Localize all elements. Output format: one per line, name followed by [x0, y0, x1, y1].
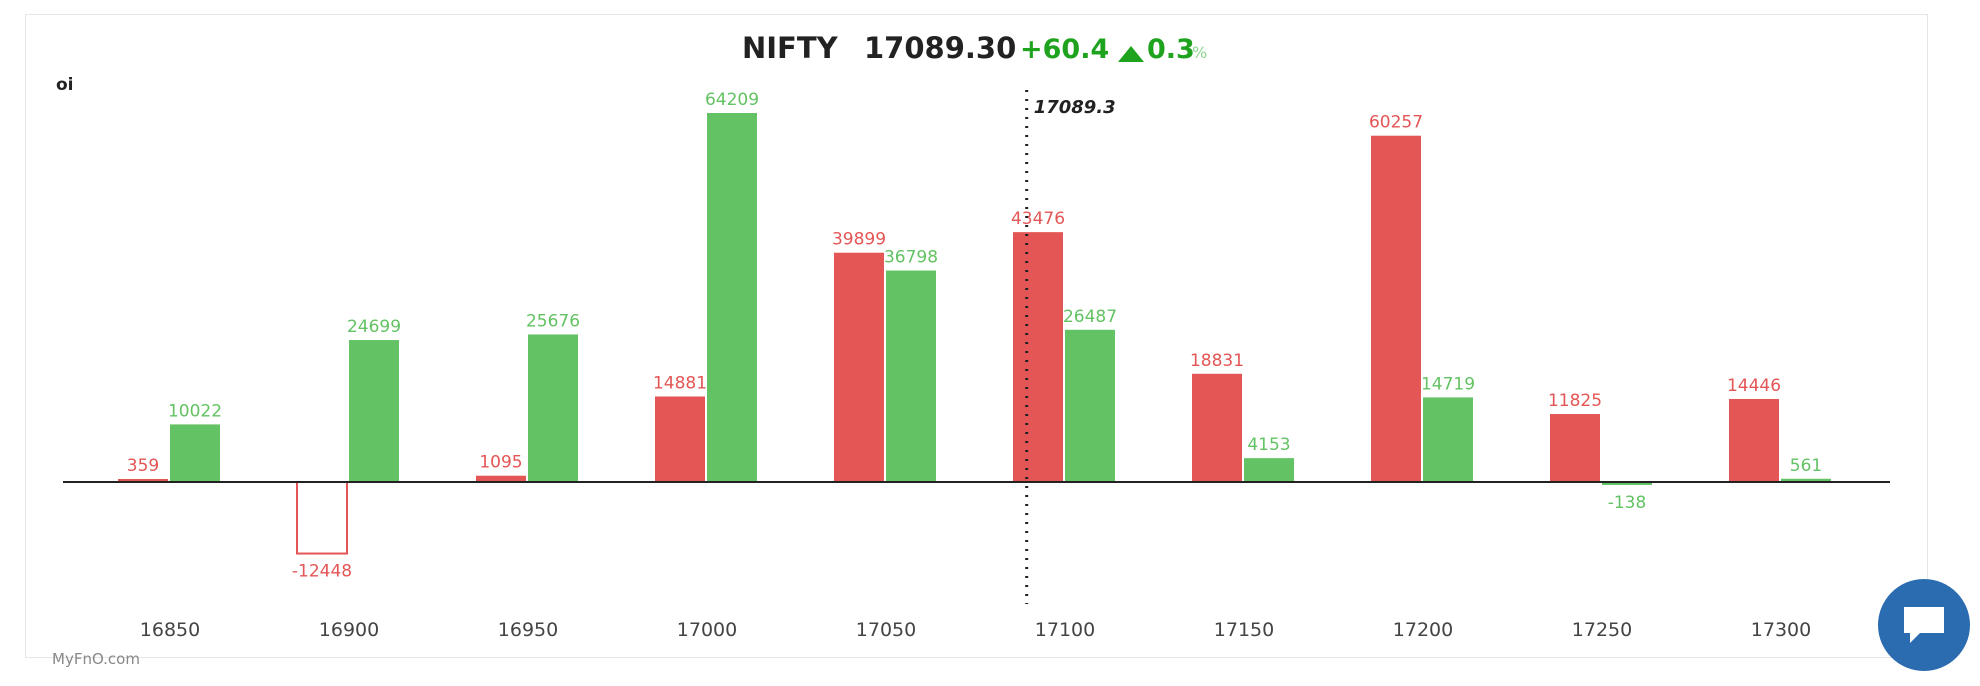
red-value-label: 18831	[1190, 351, 1244, 371]
green-value-label: 10022	[168, 401, 222, 421]
red-bar	[296, 481, 348, 555]
brand-watermark: MyFnO.com	[52, 650, 140, 668]
x-tick-label: 17300	[1751, 619, 1811, 641]
price-label: 17089.30	[864, 31, 1016, 65]
chart-frame	[25, 14, 1928, 658]
red-bar	[834, 252, 884, 482]
green-bar	[528, 334, 578, 482]
x-tick-labels-group: 16850 16900 16950 17000 17050 17100 17150 17200…	[140, 619, 1811, 641]
green-bar	[1065, 329, 1115, 482]
red-value-label: -12448	[292, 562, 352, 582]
red-bar	[1013, 232, 1063, 482]
red-value-label: 14446	[1727, 376, 1781, 396]
x-tick-label: 16900	[319, 619, 379, 641]
x-tick-label: 17150	[1214, 619, 1274, 641]
spot-price-label: 17089.3	[1034, 97, 1116, 118]
green-value-label: -138	[1608, 493, 1647, 513]
value-labels-group: 359 10022 -12448 24699 1095 25676 14881 64209 39…	[127, 90, 1822, 582]
red-bar	[1550, 414, 1600, 482]
red-value-label: 11825	[1548, 391, 1602, 411]
green-value-label: 36798	[884, 248, 938, 268]
red-value-label: 359	[127, 456, 159, 476]
x-tick-label: 17050	[856, 619, 916, 641]
x-tick-label: 17200	[1393, 619, 1453, 641]
red-value-label: 60257	[1369, 113, 1423, 133]
symbol-label: NIFTY	[742, 31, 839, 65]
green-value-label: 25676	[526, 311, 580, 331]
up-arrow-icon	[1118, 46, 1144, 62]
bars-group	[118, 113, 1831, 555]
red-value-label: 43476	[1011, 209, 1065, 229]
red-value-label: 14881	[653, 373, 707, 393]
red-bar	[655, 396, 705, 482]
percent-sign: %	[1192, 43, 1207, 62]
green-bar	[170, 424, 220, 482]
chart-header: NIFTY 17089.30 +60.4 0.3 %	[742, 31, 1207, 65]
green-bar	[1244, 458, 1294, 482]
green-value-label: 561	[1790, 456, 1822, 476]
red-value-label: 39899	[832, 230, 886, 250]
red-bar	[1192, 373, 1242, 482]
chat-bubble-icon	[1904, 607, 1944, 643]
red-bar	[476, 475, 526, 482]
green-bar	[349, 340, 399, 482]
x-tick-label: 17000	[677, 619, 737, 641]
green-value-label: 24699	[347, 317, 401, 337]
red-bar	[1729, 398, 1779, 482]
green-value-label: 64209	[705, 90, 759, 110]
change-percent-label: 0.3	[1147, 34, 1195, 65]
chat-button[interactable]	[1878, 579, 1970, 671]
green-bar	[707, 113, 757, 482]
red-bar	[1371, 135, 1421, 482]
x-tick-label: 17250	[1572, 619, 1632, 641]
green-value-label: 14719	[1421, 374, 1475, 394]
green-bar	[1423, 397, 1473, 482]
green-value-label: 26487	[1063, 307, 1117, 327]
x-tick-label: 17100	[1035, 619, 1095, 641]
red-value-label: 1095	[479, 453, 522, 473]
green-bar	[1602, 482, 1652, 485]
green-bar	[1781, 478, 1831, 482]
change-label: +60.4	[1020, 34, 1109, 65]
red-bar	[118, 479, 168, 482]
y-axis-label: oi	[56, 75, 74, 95]
green-bar	[886, 270, 936, 482]
green-value-label: 4153	[1247, 435, 1290, 455]
x-tick-label: 16850	[140, 619, 200, 641]
x-tick-label: 16950	[498, 619, 558, 641]
